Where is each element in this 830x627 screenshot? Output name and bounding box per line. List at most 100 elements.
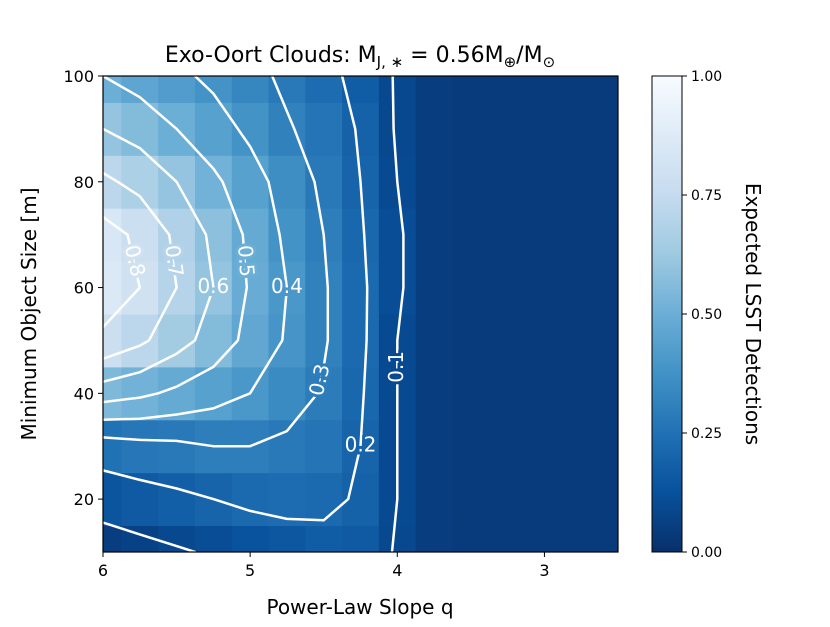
heat-cell [489,76,527,103]
heat-cell [231,525,270,552]
heat-cell [452,208,490,262]
heat-cell [415,419,453,474]
contour-label: 0.6 [197,274,229,298]
heat-cell [158,525,196,552]
heat-cell [562,76,601,103]
heat-cell [231,76,270,103]
heat-cell [452,314,490,368]
heat-cell [305,155,343,209]
title-part: ⊙ [543,53,556,71]
heat-cell [415,261,453,315]
contour-label: 0.2 [345,433,377,457]
heat-cell [342,261,380,315]
heat-cell [231,208,270,262]
contour-line [103,171,178,361]
heat-cell [231,155,270,209]
colorbar-label: Expected LSST Detections [741,183,765,445]
heat-cell [103,525,122,552]
heat-cell [599,102,618,156]
heat-cell [526,314,564,368]
chart-title: Exo-Oort Clouds: MJ, ∗ = 0.56M⊕/M⊙ [165,43,555,71]
heat-cell [452,366,490,421]
heat-cell [194,102,233,156]
heat-cell [378,208,417,262]
heat-cell [489,419,527,474]
heat-cell [452,472,490,527]
heat-cell [103,472,122,527]
colorbar-tick-label: 0.00 [691,545,722,561]
heat-cell [342,525,380,552]
heat-cell [562,102,601,156]
heat-cell [599,208,618,262]
heat-cell [121,472,159,527]
heat-cell [599,366,618,421]
colorbar-tick-label: 1.00 [691,69,722,85]
heat-cell [305,76,343,103]
heat-cell [194,208,233,262]
heat-cell [194,155,233,209]
x-axis-label: Power-Law Slope q [266,595,453,619]
heat-cell [378,261,417,315]
heat-cell [305,472,343,527]
heat-cell [489,525,527,552]
heat-cell [526,155,564,209]
title-part: Exo-Oort Clouds: M [165,43,377,68]
heat-cell [342,102,380,156]
x-tick-label: 4 [392,561,402,580]
heat-cell [121,314,159,368]
heat-cell [526,525,564,552]
y-tick-label: 20 [74,490,94,509]
heat-cell [305,419,343,474]
heat-cell [489,208,527,262]
colorbar [651,75,683,553]
contour-label: 0.7 [160,244,188,279]
heat-cell [415,102,453,156]
x-tick-label: 6 [98,561,108,580]
heat-cell [268,155,306,209]
contour-line [103,127,215,384]
heat-cell [415,314,453,368]
heat-cell [268,208,306,262]
heat-cell [158,208,196,262]
heat-cell [305,366,343,421]
heat-cell [342,314,380,368]
y-tick-label: 80 [74,173,94,192]
title-part: J, ∗ [376,53,404,71]
heat-cell [452,419,490,474]
heat-cell [415,76,453,103]
heat-cell [599,314,618,368]
heat-cell [489,472,527,527]
x-tick-label: 5 [245,561,255,580]
heat-cell [526,261,564,315]
heat-cell [489,155,527,209]
contour-line [103,215,142,329]
heat-cell [121,155,159,209]
contour-label: 0.5 [233,244,259,278]
heat-cell [489,366,527,421]
heat-cell [452,525,490,552]
heat-cell [415,208,453,262]
heat-cell [526,208,564,262]
heat-cell [305,102,343,156]
colorbar-tick-label: 0.25 [691,426,722,442]
heat-cell [599,261,618,315]
heat-cell [489,261,527,315]
colorbar-tick-label: 0.75 [691,188,722,204]
heat-cell [562,366,601,421]
heat-cell [599,419,618,474]
heat-cell [415,525,453,552]
heat-cell [526,419,564,474]
heat-cell [489,314,527,368]
contour-line [103,76,369,522]
heat-cell [342,208,380,262]
y-tick-label: 100 [63,67,94,86]
heat-cell [415,155,453,209]
title-part: ⊕ [504,53,517,71]
heat-cell [526,472,564,527]
heat-cell [415,366,453,421]
heat-cell [452,102,490,156]
heat-cell [526,102,564,156]
heat-cell [562,208,601,262]
heat-cell [103,102,122,156]
